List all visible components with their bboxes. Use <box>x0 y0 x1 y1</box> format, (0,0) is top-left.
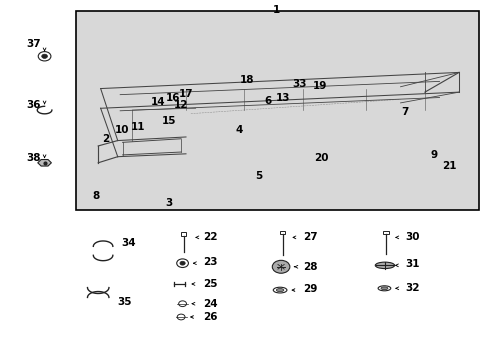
Text: 26: 26 <box>203 312 217 322</box>
Text: 21: 21 <box>441 161 456 171</box>
Text: 2: 2 <box>102 134 109 144</box>
Bar <box>382 230 388 234</box>
Circle shape <box>177 314 184 320</box>
Text: 11: 11 <box>131 122 145 132</box>
Ellipse shape <box>377 286 390 291</box>
Text: 34: 34 <box>122 238 136 248</box>
Bar <box>180 232 186 235</box>
Text: 22: 22 <box>203 232 217 242</box>
Text: 28: 28 <box>303 262 317 272</box>
Text: 8: 8 <box>92 191 99 201</box>
Polygon shape <box>38 159 51 166</box>
Text: 15: 15 <box>162 116 176 126</box>
Circle shape <box>176 259 188 267</box>
Bar <box>279 230 285 234</box>
Text: 32: 32 <box>405 283 419 293</box>
Text: 16: 16 <box>165 93 180 103</box>
Text: 17: 17 <box>178 89 193 99</box>
Circle shape <box>178 301 186 307</box>
Text: 36: 36 <box>26 100 41 110</box>
Text: 4: 4 <box>235 125 243 135</box>
Text: 23: 23 <box>203 257 217 267</box>
Text: 27: 27 <box>303 232 317 242</box>
Text: 3: 3 <box>165 198 172 208</box>
Text: 25: 25 <box>203 279 217 289</box>
Text: 29: 29 <box>303 284 317 294</box>
Text: 18: 18 <box>239 75 254 85</box>
Text: 9: 9 <box>429 150 436 160</box>
Bar <box>76 12 478 211</box>
Text: 7: 7 <box>401 107 408 117</box>
Text: 33: 33 <box>292 79 306 89</box>
Ellipse shape <box>374 262 394 269</box>
Circle shape <box>272 260 289 273</box>
Text: 35: 35 <box>118 297 132 307</box>
Ellipse shape <box>276 288 283 292</box>
Text: 19: 19 <box>312 81 326 91</box>
Text: 24: 24 <box>203 299 217 309</box>
Text: 37: 37 <box>26 39 41 49</box>
Text: 1: 1 <box>272 5 279 15</box>
Text: 10: 10 <box>114 125 129 135</box>
Ellipse shape <box>380 287 387 290</box>
Text: 30: 30 <box>405 232 419 242</box>
Text: 38: 38 <box>26 153 41 163</box>
Text: 5: 5 <box>255 171 262 181</box>
Text: 31: 31 <box>405 259 419 269</box>
Text: 12: 12 <box>174 100 188 110</box>
Circle shape <box>180 261 185 265</box>
Circle shape <box>41 54 47 58</box>
Text: 13: 13 <box>276 93 290 103</box>
Circle shape <box>38 51 51 61</box>
Ellipse shape <box>273 287 286 293</box>
Text: 14: 14 <box>150 97 164 107</box>
Text: 6: 6 <box>264 96 271 106</box>
Text: 20: 20 <box>314 153 328 163</box>
